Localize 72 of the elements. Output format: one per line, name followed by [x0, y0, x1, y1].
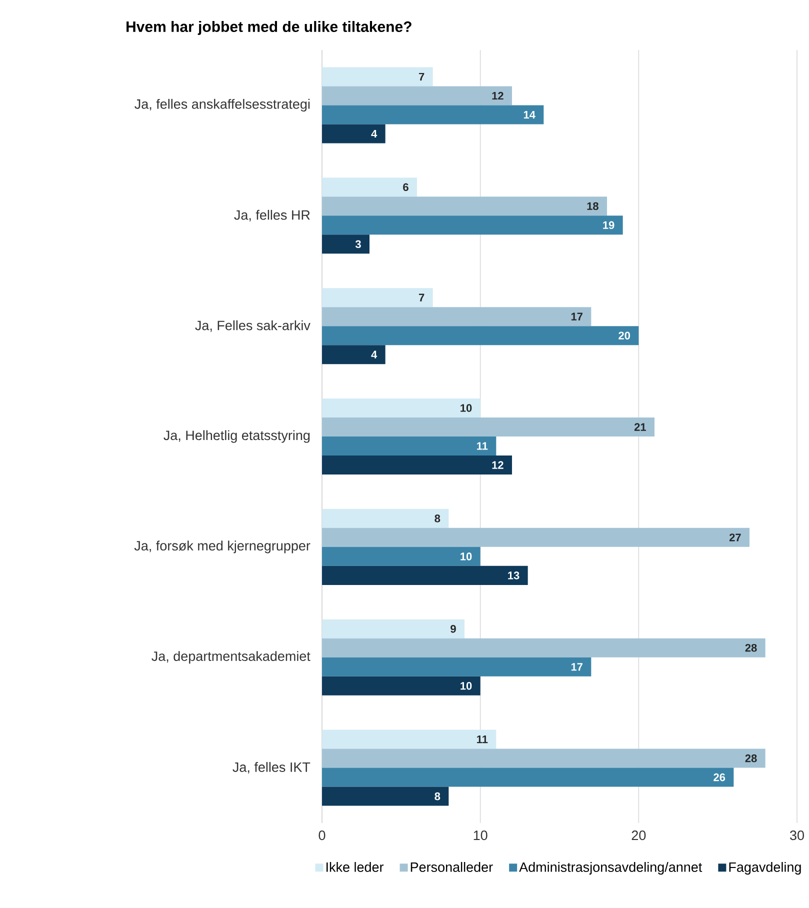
data-label: 28	[745, 644, 757, 652]
data-label: 12	[492, 92, 504, 100]
bar	[322, 436, 496, 456]
bar	[322, 508, 449, 528]
data-label: 8	[434, 514, 440, 522]
data-label: 3	[355, 240, 361, 248]
data-label: 17	[571, 312, 582, 320]
data-label: 18	[587, 202, 598, 210]
bar	[322, 326, 639, 346]
data-label: 21	[634, 423, 646, 431]
y-tick-label: Ja, Helhetlig etatsstyring	[164, 430, 310, 443]
data-label: 4	[371, 130, 378, 138]
data-label: 27	[729, 534, 741, 542]
bar	[322, 638, 766, 658]
data-label: 19	[603, 221, 614, 230]
data-label: 17	[571, 663, 582, 671]
data-label: 6	[403, 183, 408, 192]
bar	[322, 345, 386, 364]
y-tick-label: Ja, forsøk med kjernegrupper	[134, 540, 310, 554]
bar	[322, 67, 433, 86]
legend-label: Fagavdeling	[729, 862, 801, 875]
bar	[322, 619, 465, 638]
bar	[322, 105, 544, 124]
data-label: 9	[450, 624, 456, 633]
x-tick-label: 20	[632, 830, 646, 840]
data-label: 8	[434, 792, 440, 800]
bar	[322, 196, 608, 216]
legend-label: Ikke leder	[326, 862, 384, 872]
bar	[322, 657, 592, 676]
data-label: 4	[371, 350, 378, 358]
bar	[322, 124, 386, 144]
chart-title: Hvem har jobbet med de ulike tiltakene?	[126, 21, 412, 35]
data-label: 14	[524, 110, 536, 119]
data-label: 26	[714, 773, 726, 782]
data-label: 11	[477, 442, 488, 450]
data-label: 20	[618, 332, 630, 340]
bar	[322, 676, 480, 696]
y-tick-label: Ja, felles anskaffelsesstrategi	[134, 98, 310, 112]
legend-label: Personalleder	[410, 862, 493, 872]
bar	[322, 234, 370, 254]
data-label: 10	[460, 404, 472, 412]
bar	[322, 786, 449, 806]
data-label: 7	[418, 72, 424, 81]
bar	[322, 216, 623, 235]
bar	[322, 768, 734, 787]
bar	[322, 288, 433, 308]
bar	[322, 178, 417, 197]
data-label: 7	[418, 294, 424, 302]
data-label: 10	[460, 682, 472, 690]
y-tick-label: Ja, felles IKT	[232, 762, 310, 774]
x-tick-label: 30	[790, 830, 804, 840]
data-label: 28	[745, 754, 757, 762]
y-tick-label: Ja, Felles sak-arkiv	[195, 320, 310, 332]
data-label: 13	[508, 572, 520, 580]
legend-label: Administrasjonsavdeling/annet	[519, 862, 702, 875]
bar	[322, 456, 512, 475]
bar	[322, 730, 496, 749]
data-label: 12	[492, 461, 504, 469]
bar	[322, 398, 480, 418]
y-tick-label: Ja, departmentsakademiet	[152, 651, 310, 664]
bar	[322, 546, 480, 566]
bar	[322, 528, 750, 547]
data-label: 10	[460, 552, 472, 560]
bar	[322, 566, 528, 585]
bar	[322, 748, 766, 768]
data-label: 11	[477, 736, 488, 744]
bar	[322, 86, 512, 106]
x-tick-label: 0	[318, 830, 326, 840]
bar	[322, 307, 592, 326]
bar	[322, 418, 654, 437]
y-tick-label: Ja, felles HR	[234, 210, 310, 222]
x-tick-label: 10	[474, 830, 488, 840]
